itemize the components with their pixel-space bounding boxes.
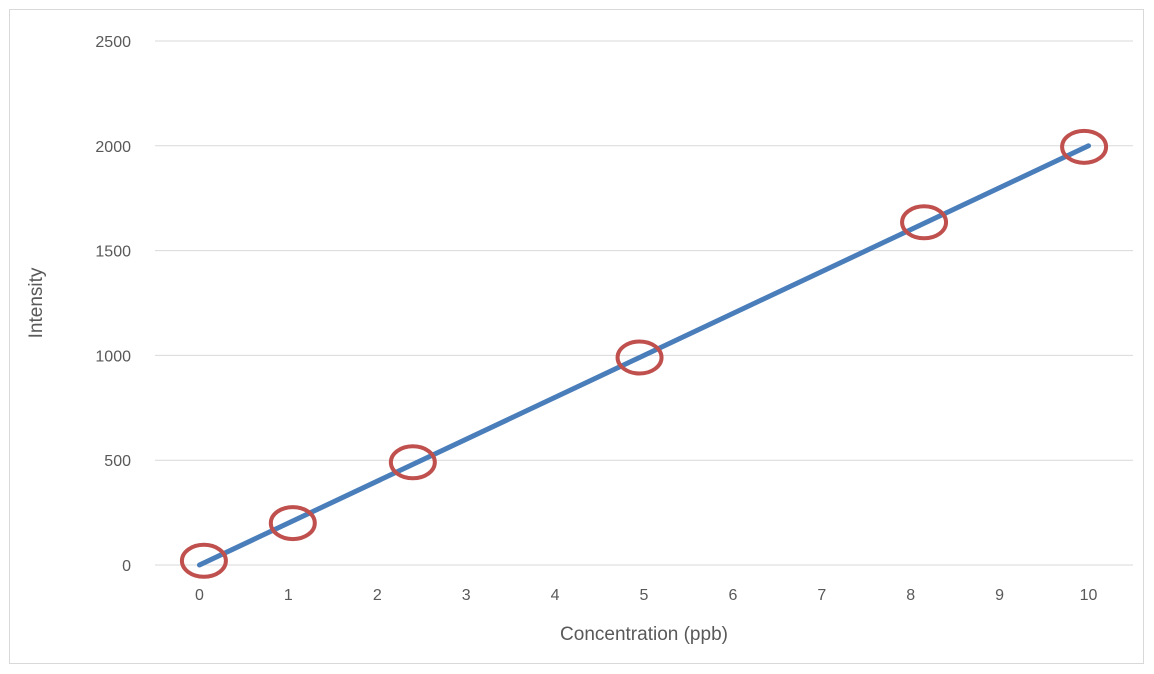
y-tick-labels: 0 500 1000 1500 2000 2500 xyxy=(95,34,131,575)
data-point-marker xyxy=(900,204,949,241)
x-axis-title: Concentration (ppb) xyxy=(560,624,728,645)
x-tick-label: 10 xyxy=(1080,587,1098,604)
chart-frame xyxy=(9,9,1144,664)
y-tick-label: 2000 xyxy=(95,139,131,156)
y-tick-label: 500 xyxy=(104,453,131,470)
y-axis-title: Intensity xyxy=(26,267,47,338)
x-tick-labels: 0 1 2 3 4 5 6 7 8 9 10 xyxy=(195,587,1098,604)
data-point-marker xyxy=(615,339,664,376)
x-tick-label: 4 xyxy=(551,587,560,604)
x-tick-label: 2 xyxy=(373,587,382,604)
y-tick-label: 2500 xyxy=(95,34,131,51)
x-tick-label: 5 xyxy=(640,587,649,604)
x-tick-label: 6 xyxy=(728,587,737,604)
gridlines xyxy=(155,40,1133,566)
x-tick-label: 0 xyxy=(195,587,204,604)
y-tick-label: 1000 xyxy=(95,348,131,365)
x-tick-label: 9 xyxy=(995,587,1004,604)
fit-line xyxy=(196,143,1092,568)
x-tick-label: 8 xyxy=(906,587,915,604)
data-point-marker xyxy=(388,444,437,481)
y-tick-label: 1500 xyxy=(95,244,131,261)
x-tick-label: 3 xyxy=(462,587,471,604)
x-tick-label: 1 xyxy=(284,587,293,604)
series xyxy=(179,128,1109,579)
data-point-marker xyxy=(268,505,317,542)
y-tick-label: 0 xyxy=(122,558,131,575)
x-tick-label: 7 xyxy=(817,587,826,604)
data-point-marker xyxy=(179,542,228,579)
data-point-marker xyxy=(1060,128,1109,165)
